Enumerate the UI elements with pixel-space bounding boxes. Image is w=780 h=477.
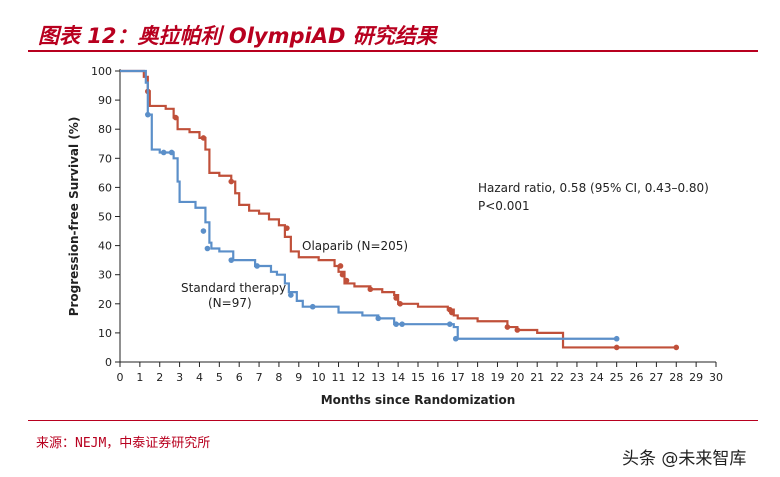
standard-censor-mark xyxy=(160,149,167,156)
figure-title: 图表 12：奥拉帕利 OlympiAD 研究结果 xyxy=(38,24,437,48)
x-tick-label: 10 xyxy=(312,371,326,384)
standard-censor-mark xyxy=(393,321,399,327)
x-tick-label: 19 xyxy=(490,371,504,384)
x-tick-label: 28 xyxy=(669,371,683,384)
x-tick-label: 1 xyxy=(136,371,143,384)
y-tick-label: 80 xyxy=(98,123,112,136)
x-tick-label: 8 xyxy=(275,371,282,384)
x-tick-label: 14 xyxy=(391,371,405,384)
p-value-text: P<0.001 xyxy=(478,199,530,213)
x-tick-label: 26 xyxy=(630,371,644,384)
standard-label-line1: Standard therapy xyxy=(181,281,286,295)
standard-censor-mark xyxy=(452,335,459,342)
olaparib-censor-mark xyxy=(200,135,207,141)
y-tick-label: 40 xyxy=(98,240,112,253)
standard-therapy-curve xyxy=(120,69,617,340)
olaparib-censor-mark xyxy=(367,286,374,293)
x-tick-label: 12 xyxy=(351,371,365,384)
x-tick-label: 16 xyxy=(431,371,445,384)
olaparib-censor-mark xyxy=(613,344,620,351)
y-axis-label: Progression-free Survival (%) xyxy=(67,117,81,317)
olaparib-censor-mark xyxy=(228,178,235,185)
olaparib-censor-mark xyxy=(393,295,399,301)
x-tick-label: 2 xyxy=(156,371,163,384)
y-tick-label: 100 xyxy=(91,65,112,78)
standard-censor-mark xyxy=(309,303,316,310)
standard-censor-mark xyxy=(168,149,175,156)
y-tick-label: 20 xyxy=(98,298,112,311)
y-tick-label: 30 xyxy=(98,269,112,282)
standard-censor-mark xyxy=(613,335,620,342)
x-tick-label: 17 xyxy=(451,371,465,384)
olaparib-censor-mark xyxy=(284,225,290,231)
standard-censor-mark xyxy=(446,321,453,327)
standard-censor-mark xyxy=(288,292,294,298)
x-tick-label: 18 xyxy=(471,371,485,384)
x-tick-label: 20 xyxy=(510,371,524,384)
x-tick-label: 5 xyxy=(216,371,223,384)
y-tick-label: 60 xyxy=(98,181,112,194)
olaparib-label: Olaparib (N=205) xyxy=(302,239,408,253)
x-axis-label: Months since Randomization xyxy=(321,393,516,407)
olaparib-censor-mark xyxy=(514,327,521,333)
x-tick-label: 23 xyxy=(570,371,584,384)
olaparib-censor-mark xyxy=(397,301,403,307)
x-tick-label: 29 xyxy=(689,371,703,384)
series-layer xyxy=(120,69,680,351)
x-tick-label: 6 xyxy=(236,371,243,384)
x-tick-label: 9 xyxy=(295,371,302,384)
y-tick-label: 0 xyxy=(105,356,112,369)
x-tick-label: 22 xyxy=(550,371,564,384)
y-tick-label: 90 xyxy=(98,94,112,107)
x-tick-label: 25 xyxy=(610,371,624,384)
standard-censor-mark xyxy=(254,263,260,269)
standard-censor-mark xyxy=(200,228,207,234)
standard-censor-mark xyxy=(375,315,382,322)
standard-censor-mark xyxy=(399,321,405,327)
x-tick-label: 27 xyxy=(649,371,663,384)
standard-censor-mark xyxy=(145,111,151,118)
title-rule xyxy=(28,50,758,52)
hazard-ratio-text: Hazard ratio, 0.58 (95% CI, 0.43–0.80) xyxy=(478,181,709,195)
y-tick-label: 70 xyxy=(98,152,112,165)
y-tick-label: 50 xyxy=(98,211,112,224)
y-tick-label: 10 xyxy=(98,327,112,340)
x-tick-label: 4 xyxy=(196,371,203,384)
standard-censor-mark xyxy=(228,257,235,263)
standard-censor-mark xyxy=(204,245,211,252)
x-tick-label: 0 xyxy=(117,371,124,384)
olaparib-curve xyxy=(120,69,677,349)
olaparib-censor-mark xyxy=(172,114,179,121)
olaparib-censor-mark xyxy=(343,277,350,284)
x-tick-label: 3 xyxy=(176,371,183,384)
olaparib-censor-mark xyxy=(504,324,511,330)
olaparib-censor-mark xyxy=(673,344,680,351)
footer-rule xyxy=(28,420,758,421)
olaparib-censor-mark xyxy=(339,271,346,278)
x-tick-label: 30 xyxy=(709,371,723,384)
standard-label-line2: (N=97) xyxy=(208,296,252,310)
x-tick-label: 15 xyxy=(411,371,425,384)
x-tick-label: 7 xyxy=(256,371,263,384)
x-tick-label: 21 xyxy=(530,371,544,384)
source-note: 来源：NEJM，中泰证券研究所 xyxy=(36,436,211,451)
x-tick-label: 13 xyxy=(371,371,385,384)
watermark: 头条 @未来智库 xyxy=(622,449,747,469)
olaparib-censor-mark xyxy=(448,309,455,316)
x-tick-label: 11 xyxy=(332,371,346,384)
olaparib-censor-mark xyxy=(337,263,344,269)
x-tick-label: 24 xyxy=(590,371,604,384)
